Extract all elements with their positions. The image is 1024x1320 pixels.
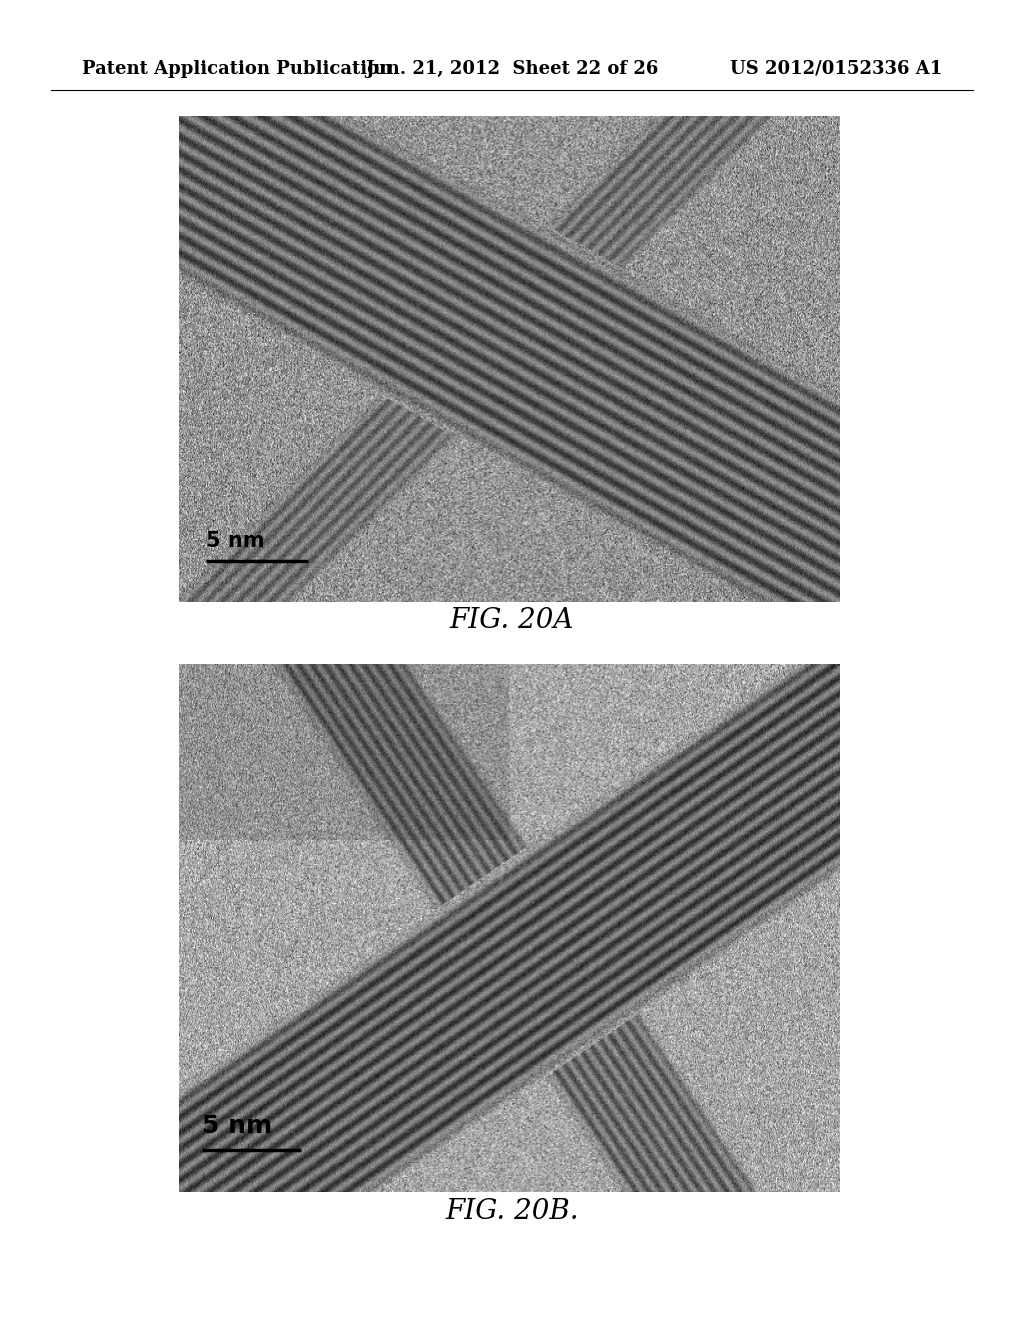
Text: Patent Application Publication: Patent Application Publication [82,59,392,78]
Text: FIG. 20B.: FIG. 20B. [445,1199,579,1225]
Text: FIG. 20A: FIG. 20A [450,607,574,634]
Text: 5 nm: 5 nm [203,1114,272,1138]
Text: US 2012/0152336 A1: US 2012/0152336 A1 [730,59,942,78]
Text: 5 nm: 5 nm [206,531,264,550]
Text: Jun. 21, 2012  Sheet 22 of 26: Jun. 21, 2012 Sheet 22 of 26 [366,59,658,78]
